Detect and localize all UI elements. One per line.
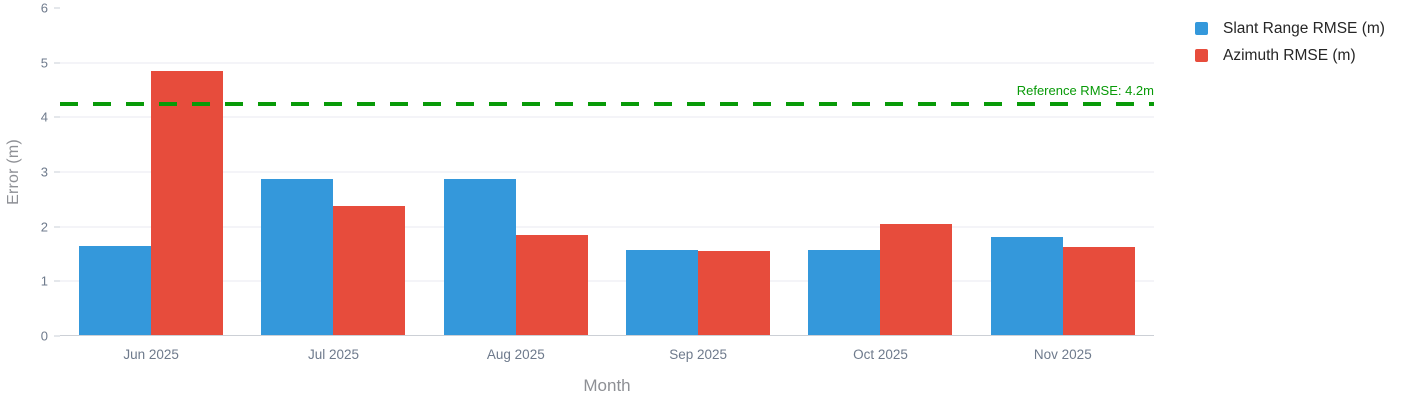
- y-tick-mark: [54, 226, 60, 228]
- legend-label: Azimuth RMSE (m): [1223, 46, 1356, 64]
- y-axis-tick-marks: [52, 7, 60, 337]
- bar: [79, 245, 152, 336]
- bar: [880, 223, 953, 336]
- y-axis-tick-labels: 0 1 2 3 4 5 6: [0, 2, 48, 343]
- bar: [808, 250, 881, 336]
- bar-group-oct-2025: [789, 8, 971, 336]
- y-tick-mark: [54, 335, 60, 337]
- bar: [990, 237, 1063, 336]
- y-tick-mark: [54, 7, 60, 9]
- y-tick-label: 6: [40, 0, 48, 16]
- gridline: [60, 226, 1154, 228]
- x-axis-title: Month: [583, 376, 631, 395]
- legend-item: Slant Range RMSE (m): [1195, 20, 1385, 38]
- bar-group-aug-2025: [425, 8, 607, 336]
- x-tick-label: Aug 2025: [486, 347, 545, 362]
- y-tick-mark: [54, 171, 60, 173]
- x-tick-label: Jun 2025: [123, 347, 179, 362]
- gridline: [60, 116, 1154, 118]
- bar: [1062, 247, 1135, 336]
- bar-group-jul-2025: [242, 8, 424, 336]
- bar-group-sep-2025: [607, 8, 789, 336]
- bar-group-jun-2025: [60, 8, 242, 336]
- y-tick-label: 0: [40, 328, 48, 344]
- legend-swatch: [1195, 22, 1208, 36]
- gridline: [60, 62, 1154, 64]
- y-tick-label: 3: [40, 164, 48, 180]
- reference-line-label: Reference RMSE: 4.2m: [1016, 82, 1154, 98]
- bar-groups: [60, 8, 1154, 336]
- y-tick-mark: [54, 62, 60, 64]
- bar-group-nov-2025: [972, 8, 1154, 336]
- bar: [626, 249, 699, 336]
- legend-swatch: [1195, 49, 1208, 63]
- bar: [151, 70, 224, 336]
- y-tick-mark: [54, 280, 60, 282]
- gridline: [60, 171, 1154, 173]
- x-tick-label: Oct 2025: [853, 347, 908, 362]
- x-tick-label: Jul 2025: [307, 347, 360, 362]
- gridline: [60, 280, 1154, 282]
- legend-item: Azimuth RMSE (m): [1195, 47, 1385, 65]
- x-tick-label: Nov 2025: [1033, 347, 1092, 362]
- y-tick-label: 2: [40, 219, 48, 235]
- bar: [443, 178, 516, 336]
- bar: [698, 251, 771, 336]
- x-tick-label: Sep 2025: [669, 347, 728, 362]
- plot-area: Reference RMSE: 4.2m: [60, 8, 1154, 336]
- x-axis-tick-labels: Jun 2025 Jul 2025 Aug 2025 Sep 2025 Oct 2025…: [60, 347, 1154, 362]
- y-tick-mark: [54, 116, 60, 118]
- bar: [261, 178, 334, 336]
- bar: [333, 205, 406, 336]
- y-tick-label: 1: [40, 273, 48, 289]
- x-axis-line: [60, 335, 1154, 336]
- y-tick-label: 4: [40, 109, 48, 125]
- y-tick-label: 5: [40, 55, 48, 71]
- reference-line: [60, 101, 1154, 106]
- legend-label: Slant Range RMSE (m): [1223, 20, 1385, 37]
- legend: Slant Range RMSE (m) Azimuth RMSE (m): [1195, 20, 1385, 65]
- bar: [515, 234, 588, 336]
